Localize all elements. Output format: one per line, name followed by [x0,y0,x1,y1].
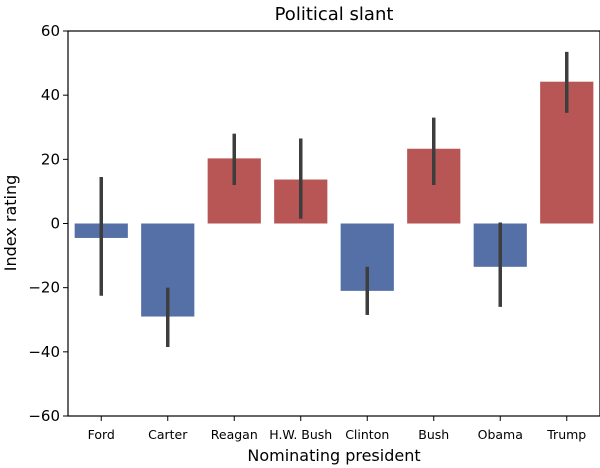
chart-title: Political slant [275,4,394,25]
x-axis-label: Nominating president [247,446,420,465]
x-tick-label: Ford [88,427,115,442]
x-tick-label: Clinton [345,427,389,442]
y-tick-label: 60 [41,22,60,40]
x-tick-label: Trump [546,427,586,442]
x-tick-label: Reagan [211,427,258,442]
y-tick-label: 40 [41,86,60,104]
x-tick-label: Obama [478,427,523,442]
y-tick-label: −60 [28,407,60,425]
error-bars-group [99,51,569,348]
y-tick-label: −20 [28,279,60,297]
x-tick-label: H.W. Bush [269,427,332,442]
plot-frame [67,30,600,417]
x-tick-label: Bush [418,427,449,442]
bars-group [74,81,594,317]
x-tick-label: Carter [148,427,188,442]
y-tick-label: 0 [50,215,60,233]
y-axis-label: Index rating [1,175,20,272]
x-axis: Ford Carter Reagan H.W. Bush Clinton Bush Obam… [88,416,586,442]
y-axis: −60 −40 −20 0 20 40 60 [28,22,68,425]
y-tick-label: 20 [41,150,60,168]
y-tick-label: −40 [28,343,60,361]
